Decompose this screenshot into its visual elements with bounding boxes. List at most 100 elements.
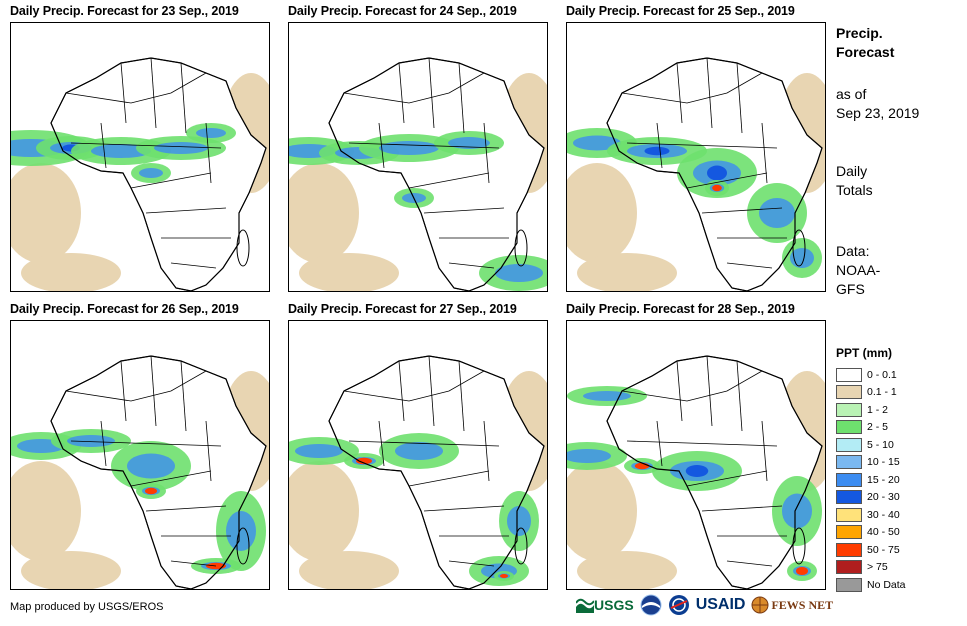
country-border — [170, 262, 217, 269]
country-border — [761, 420, 768, 482]
country-border — [120, 360, 127, 422]
country-border — [483, 420, 490, 482]
country-border — [706, 355, 713, 427]
dry-area — [21, 253, 121, 291]
country-border — [458, 360, 465, 432]
madagascar-outline — [514, 527, 528, 565]
precip-zone — [448, 137, 490, 149]
legend-item: 50 - 75 — [836, 541, 906, 559]
country-border — [180, 360, 187, 432]
country-border — [170, 560, 217, 567]
madagascar-outline — [236, 229, 250, 267]
precip-core — [356, 457, 372, 465]
legend-swatch — [836, 455, 862, 470]
country-border — [621, 72, 763, 104]
country-border — [145, 207, 227, 214]
country-border — [448, 560, 495, 567]
panel-title: Daily Precip. Forecast for 24 Sep., 2019 — [288, 4, 517, 18]
precip-zone — [91, 144, 151, 158]
map-canvas — [289, 57, 547, 291]
precip-core — [685, 465, 709, 477]
legend-label: 0.1 - 1 — [867, 386, 897, 399]
legend-item: No Data — [836, 576, 906, 594]
precip-zone — [782, 493, 812, 529]
precip-map — [10, 320, 270, 590]
country-border — [205, 122, 212, 184]
country-border — [423, 505, 505, 512]
noaa-logo-icon — [640, 594, 662, 616]
precip-zone — [395, 442, 443, 460]
country-border — [100, 122, 107, 169]
legend-swatch — [836, 420, 862, 435]
madagascar-outline — [792, 527, 806, 565]
legend-swatch — [836, 490, 862, 505]
country-border — [378, 420, 385, 467]
dry-area — [11, 163, 81, 263]
legend-swatch — [836, 577, 862, 592]
country-border — [701, 505, 783, 512]
country-border — [348, 440, 500, 447]
country-border — [65, 72, 207, 104]
legend: PPT (mm) 0 - 0.1 0.1 - 1 1 - 2 2 - 5 5 - 10 1… — [836, 346, 906, 594]
legend-item: 2 - 5 — [836, 419, 906, 437]
logo-strip: USGS USAID FEWS NET — [576, 594, 833, 616]
madagascar-outline — [514, 229, 528, 267]
coastline — [50, 57, 267, 291]
dry-area — [567, 163, 637, 263]
precip-map — [288, 320, 548, 590]
country-border — [343, 72, 485, 104]
dry-area — [577, 253, 677, 291]
country-border — [626, 440, 778, 447]
country-border — [656, 420, 663, 467]
legend-item: 20 - 30 — [836, 489, 906, 507]
country-border — [428, 355, 435, 427]
data-source-text: Data: NOAA- GFS — [836, 243, 881, 297]
country-border — [686, 172, 768, 189]
country-border — [423, 207, 505, 214]
coastline — [328, 57, 545, 291]
daily-totals-text: Daily Totals — [836, 163, 873, 198]
dry-area — [11, 461, 81, 561]
legend-item: 0 - 0.1 — [836, 366, 906, 384]
legend-item: 30 - 40 — [836, 506, 906, 524]
country-border — [120, 62, 127, 124]
precip-core — [712, 184, 722, 192]
legend-label: 40 - 50 — [867, 526, 900, 539]
legend-item: 5 - 10 — [836, 436, 906, 454]
precip-zone — [583, 391, 631, 401]
legend-label: 2 - 5 — [867, 421, 889, 434]
country-border — [150, 355, 157, 427]
precip-map — [10, 22, 270, 292]
legend-label: > 75 — [867, 561, 888, 574]
legend-item: 15 - 20 — [836, 471, 906, 489]
legend-label: 10 - 15 — [867, 456, 900, 469]
country-border — [736, 62, 743, 134]
coastline — [328, 355, 545, 589]
legend-swatch — [836, 507, 862, 522]
map-canvas — [567, 57, 825, 291]
dry-area — [577, 551, 677, 589]
country-border — [626, 142, 778, 149]
coastline — [50, 355, 267, 589]
precip-core — [145, 487, 157, 495]
usaid-logo: USAID — [695, 596, 746, 613]
panel-title: Daily Precip. Forecast for 28 Sep., 2019 — [566, 302, 795, 316]
precip-core — [500, 574, 508, 578]
country-border — [686, 470, 768, 487]
legend-swatch — [836, 367, 862, 382]
precip-zone — [139, 168, 163, 178]
madagascar-outline — [792, 229, 806, 267]
panel-title: Daily Precip. Forecast for 23 Sep., 2019 — [10, 4, 239, 18]
as-of-text: as of Sep 23, 2019 — [836, 86, 920, 121]
precip-core — [644, 146, 670, 156]
map-canvas — [567, 355, 825, 589]
panel-title: Daily Precip. Forecast for 27 Sep., 2019 — [288, 302, 517, 316]
country-border — [65, 370, 207, 402]
country-border — [761, 122, 768, 184]
legend-label: 30 - 40 — [867, 508, 900, 521]
dry-area — [289, 163, 359, 263]
legend-item: 10 - 15 — [836, 454, 906, 472]
coastline — [606, 355, 823, 589]
legend-label: 0 - 0.1 — [867, 368, 897, 381]
side-heading: Precip. Forecast — [836, 25, 895, 60]
